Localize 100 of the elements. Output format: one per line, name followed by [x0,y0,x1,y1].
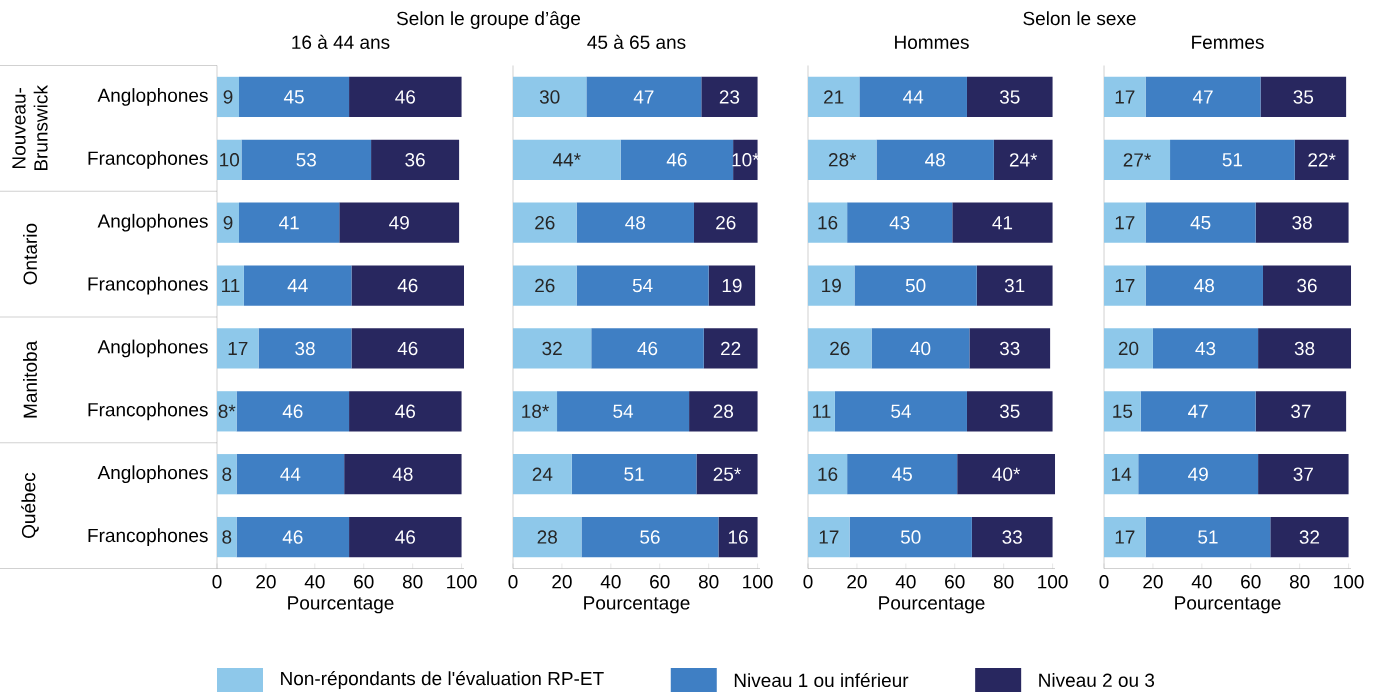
data-label: 8 [222,530,232,544]
bar [1255,391,1347,432]
bar [976,265,1053,306]
x-tick-label: 20 [256,575,276,589]
chart-title: Femmes [1192,35,1264,49]
y-tick-label: Francophones [88,402,208,421]
data-label: 31 [1004,278,1025,293]
x-axis-title: Pourcentage [288,596,394,614]
bar [513,265,577,306]
data-label: 40 [910,341,931,356]
data-label: 47 [1188,404,1208,418]
data-label: 45 [892,467,912,481]
bar [849,516,972,558]
data-label: 25* [713,467,741,481]
data-label: 22 [721,341,741,356]
y-tick-label: Francophones [88,150,208,169]
bar [847,202,953,243]
data-label: 17 [1115,90,1135,104]
bar [581,516,719,558]
data-label: 16 [728,530,748,544]
x-tick-label: 80 [1289,575,1310,589]
bar [217,328,259,369]
bar [969,328,1051,369]
data-label: 48 [925,153,945,167]
bar [693,202,758,243]
x-tick-label: 60 [354,575,374,589]
bar [876,139,994,180]
data-label: 51 [624,467,644,481]
x-tick-label: 60 [945,575,965,589]
bar [808,139,877,180]
bar [808,391,835,432]
bar [258,328,352,369]
x-axis-title: Pourcentage [1175,596,1281,614]
data-label: 35 [999,90,1020,104]
chart-title: 16 à 44 ans [292,34,390,49]
bar [1104,391,1141,432]
data-label: 17 [819,530,839,544]
data-label: 46 [397,341,418,356]
x-tick-label: 80 [402,575,423,589]
x-axis-title: Pourcentage [879,596,985,614]
data-label: 36 [405,153,425,167]
x-tick-label: 100 [1038,575,1068,589]
bar [1255,202,1349,243]
y-tick-label: Anglophones [97,213,208,232]
data-label: 30 [539,90,560,104]
x-tick-label: 40 [600,575,621,589]
bar [957,454,1056,495]
chart-title: 45 à 65 ans [587,34,686,49]
data-label: 38 [295,341,315,356]
bar [513,328,592,369]
bar [513,139,621,180]
bar [513,516,582,558]
bar [808,454,848,495]
bar [571,454,697,495]
data-label: 49 [1188,467,1208,481]
data-label: 43 [889,215,910,230]
legend-label: Niveau 1 ou inférieur [734,672,909,688]
bar [718,516,758,558]
text: Manitoba [23,340,37,418]
data-label: 26 [535,215,555,230]
data-label: 50 [900,530,921,544]
bar [993,139,1053,180]
data-label: 26 [716,215,736,230]
data-label: 48 [392,467,413,481]
x-tick-label: 20 [552,575,572,589]
bar [217,202,240,243]
bar [351,265,464,306]
bar [1104,139,1171,180]
text: Selon le sexe [1023,11,1136,26]
data-label: 43 [1195,341,1216,356]
bar [1104,265,1146,306]
bar [1262,265,1352,306]
data-label: 35 [999,404,1020,419]
data-label: 47 [1192,90,1213,104]
bar [1138,454,1259,495]
bar [217,76,240,118]
x-tick-label: 40 [1191,575,1212,589]
y-tick-label: Francophones [88,528,208,546]
data-label: 15 [1113,404,1133,418]
bar [1170,139,1295,180]
bar [1145,516,1271,558]
data-label: 18* [522,404,549,419]
data-label: 35 [1293,90,1314,104]
data-label: 11 [813,404,831,418]
bar [808,76,860,118]
bar [344,454,462,495]
bar [1104,454,1139,495]
data-label: 16 [818,467,838,481]
bar [1270,516,1349,558]
data-label: 22* [1308,153,1336,167]
y-tick-label: Anglophones [97,88,208,106]
bar [952,202,1053,243]
data-label: 33 [1002,530,1022,544]
bar [557,391,690,432]
bar [1260,76,1347,118]
bar [708,265,756,306]
x-tick-label: 20 [847,575,867,589]
bar [576,202,694,243]
data-label: 44 [903,90,924,104]
data-label: 41 [279,216,299,230]
